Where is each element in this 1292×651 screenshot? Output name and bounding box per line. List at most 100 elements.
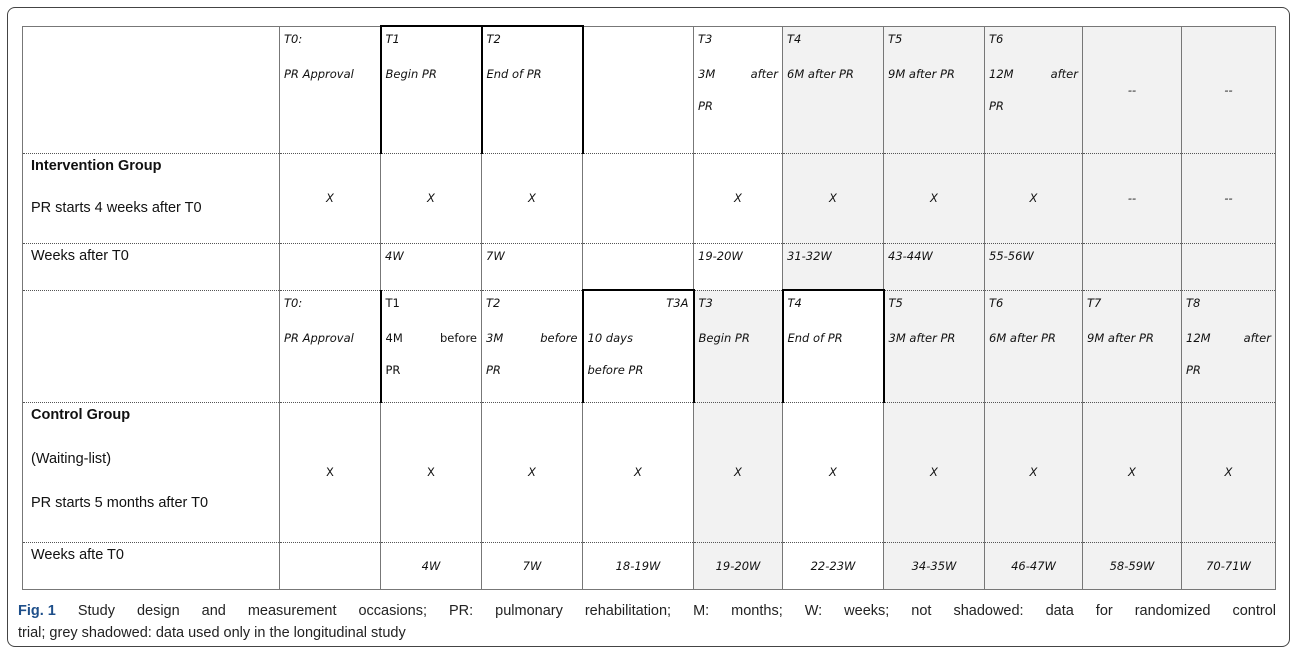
- header-t4-label: T4: [787, 31, 802, 46]
- caption-line-1: Fig. 1 Study design and measurement occasion…: [18, 600, 1276, 622]
- header-t3-desc2: PR: [698, 98, 713, 113]
- control-header-t3a: T3A 10 days before PR: [582, 289, 695, 403]
- figure-frame: T0: PR Approval T1 Begin PR T2 End of PR…: [7, 7, 1290, 647]
- caption-word: and: [201, 603, 226, 619]
- intervention-header-row: T0: PR Approval T1 Begin PR T2 End of PR…: [22, 25, 1276, 154]
- control-mark: X: [782, 401, 884, 543]
- header-cell-c9: --: [1082, 25, 1182, 154]
- intervention-mark: --: [1181, 152, 1276, 244]
- header-cell-t4: T4 6M after PR: [782, 25, 884, 154]
- control-week-value: 7W: [481, 541, 583, 590]
- header-t0-desc: PR Approval: [284, 66, 354, 81]
- caption-word: for: [1095, 603, 1113, 619]
- figure-caption: Fig. 1 Study design and measurement occasion…: [18, 600, 1276, 644]
- intervention-mark: [582, 152, 694, 244]
- intervention-group-subtitle: PR starts 4 weeks after T0: [31, 199, 202, 216]
- intervention-week-value: [279, 242, 381, 291]
- control-mark: X: [883, 401, 985, 543]
- header-cell-empty: [582, 25, 694, 154]
- control-header-t3: T3 Begin PR: [693, 289, 783, 403]
- intervention-weeks-row: Weeks after T0 4W 7W 19-20W 31-32W 43-44…: [22, 242, 1276, 291]
- header-c9-text: --: [1127, 82, 1137, 97]
- intervention-week-value: 43-44W: [883, 242, 985, 291]
- header-t1-label: T1: [385, 32, 400, 46]
- empty-header-cell: [22, 289, 280, 403]
- control-header-t5: T5 3M after PR: [883, 289, 985, 403]
- control-header-t2: T2 3M before PR: [481, 289, 584, 403]
- control-group-title: Control Group: [31, 406, 131, 423]
- intervention-week-value: [1181, 242, 1276, 291]
- intervention-group-label: Intervention Group PR starts 4 weeks aft…: [22, 152, 280, 244]
- intervention-week-value: [1082, 242, 1182, 291]
- header-cell-t6: T6 12M after PR: [984, 25, 1083, 154]
- intervention-mark: X: [279, 152, 381, 244]
- control-week-value: 4W: [380, 541, 482, 590]
- intervention-group-row: Intervention Group PR starts 4 weeks aft…: [22, 152, 1276, 244]
- header-t6-label: T6: [989, 31, 1004, 46]
- caption-word: randomized: [1134, 603, 1211, 619]
- control-header-row: T0: PR Approval T1 4M before PR T2 3M befo…: [22, 289, 1276, 403]
- study-design-table: T0: PR Approval T1 Begin PR T2 End of PR…: [22, 25, 1276, 590]
- control-weeks-label-text: Weeks afte T0: [31, 546, 124, 563]
- empty-header-cell: [22, 25, 280, 154]
- intervention-mark: X: [984, 152, 1083, 244]
- caption-word: measurement: [247, 603, 337, 619]
- intervention-mark: X: [693, 152, 783, 244]
- header-c10-text: --: [1224, 82, 1233, 97]
- control-mark: X: [693, 401, 783, 543]
- header-t0-label: T0:: [284, 31, 303, 46]
- intervention-weeks-label: Weeks after T0: [22, 242, 280, 291]
- caption-word: rehabilitation;: [584, 603, 672, 619]
- caption-word: data: [1045, 603, 1074, 619]
- control-mark: X: [1082, 401, 1182, 543]
- header-cell-t0: T0: PR Approval: [279, 25, 382, 154]
- control-mark: X: [984, 401, 1083, 543]
- control-mark: X: [279, 401, 381, 543]
- header-t3-label: T3: [698, 31, 713, 46]
- intervention-mark: --: [1082, 152, 1182, 244]
- header-cell-c10: --: [1181, 25, 1276, 154]
- header-cell-t1: T1 Begin PR: [380, 25, 483, 154]
- caption-word: occasions;: [358, 603, 427, 619]
- header-cell-t5: T5 9M after PR: [883, 25, 985, 154]
- caption-word: M:: [693, 603, 710, 619]
- control-header-t1: T1 4M before PR: [380, 289, 482, 403]
- figure-label: Fig. 1: [18, 603, 56, 619]
- intervention-mark: X: [883, 152, 985, 244]
- intervention-weeks-label-text: Weeks after T0: [31, 247, 129, 264]
- control-week-value: 19-20W: [693, 541, 783, 590]
- header-t5-desc: 9M after PR: [888, 66, 955, 81]
- control-week-value: 18-19W: [582, 541, 694, 590]
- control-weeks-label: Weeks afte T0: [22, 541, 280, 590]
- caption-word: months;: [731, 603, 783, 619]
- header-t6-desc: 12M after: [989, 66, 1078, 81]
- control-group-label: Control Group (Waiting-list) PR starts 5…: [22, 401, 280, 543]
- intervention-week-value: 4W: [380, 242, 482, 291]
- control-weeks-row: Weeks afte T0 4W 7W 18-19W 19-20W 22-23W…: [22, 541, 1276, 590]
- control-week-value: 46-47W: [984, 541, 1083, 590]
- control-week-value: 70-71W: [1181, 541, 1276, 590]
- intervention-week-value: 31-32W: [782, 242, 884, 291]
- control-week-value: 34-35W: [883, 541, 985, 590]
- caption-word: Study: [77, 603, 115, 619]
- control-week-value: 22-23W: [782, 541, 884, 590]
- caption-word: design: [136, 603, 180, 619]
- intervention-mark: X: [782, 152, 884, 244]
- intervention-week-value: [582, 242, 694, 291]
- caption-word: control: [1232, 603, 1276, 619]
- control-header-t7: T7 9M after PR: [1082, 289, 1182, 403]
- intervention-week-value: 7W: [481, 242, 583, 291]
- caption-word: weeks;: [844, 603, 890, 619]
- control-mark: X: [1181, 401, 1276, 543]
- intervention-mark: X: [481, 152, 583, 244]
- header-t2-label: T2: [486, 32, 501, 46]
- control-mark: X: [582, 401, 694, 543]
- intervention-week-value: 19-20W: [693, 242, 783, 291]
- header-t4-desc: 6M after PR: [787, 66, 854, 81]
- control-mark: X: [380, 401, 482, 543]
- caption-word: not: [911, 603, 932, 619]
- caption-word: PR:: [448, 603, 474, 619]
- intervention-week-value: 55-56W: [984, 242, 1083, 291]
- control-group-line3: PR starts 5 months after T0: [31, 494, 209, 511]
- control-group-line2: (Waiting-list): [31, 450, 112, 467]
